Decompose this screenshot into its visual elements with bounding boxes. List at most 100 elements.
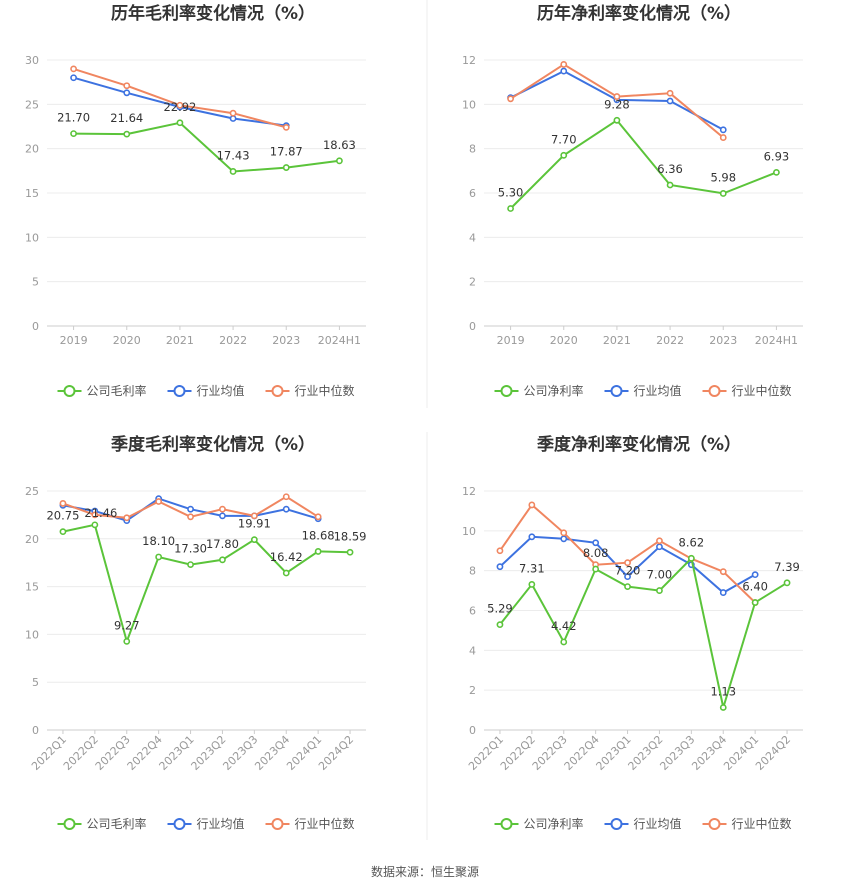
x-tick-label: 2020 bbox=[550, 334, 578, 347]
y-tick-label: 12 bbox=[462, 54, 476, 67]
y-tick-label: 4 bbox=[469, 231, 476, 244]
data-point bbox=[560, 67, 568, 75]
legend-marker bbox=[271, 385, 284, 397]
data-point bbox=[528, 501, 536, 509]
data-label: 8.08 bbox=[583, 546, 609, 560]
x-tick-label: 2022 bbox=[219, 334, 247, 347]
data-point bbox=[560, 151, 568, 159]
y-tick-label: 5 bbox=[32, 676, 39, 689]
data-label: 17.87 bbox=[270, 145, 303, 159]
data-point bbox=[91, 521, 99, 529]
data-point bbox=[91, 511, 99, 519]
y-tick-label: 8 bbox=[469, 143, 476, 156]
data-point bbox=[613, 93, 621, 100]
data-label: 21.70 bbox=[57, 111, 90, 125]
data-point bbox=[528, 581, 536, 588]
data-point bbox=[123, 89, 131, 97]
chart-title: 历年净利率变化情况（%） bbox=[537, 3, 741, 24]
data-label: 18.10 bbox=[142, 534, 175, 548]
data-point bbox=[656, 543, 663, 551]
chart-title: 历年毛利率变化情况（%） bbox=[111, 3, 315, 24]
data-point bbox=[783, 579, 791, 587]
data-label: 6.93 bbox=[764, 149, 790, 163]
data-label: 1.13 bbox=[710, 684, 736, 698]
data-point bbox=[560, 535, 568, 543]
x-tick-label: 2024H1 bbox=[755, 334, 798, 347]
legend-label: 行业中位数 bbox=[295, 383, 355, 398]
y-tick-label: 2 bbox=[469, 276, 476, 289]
data-label: 7.70 bbox=[551, 132, 577, 146]
y-tick-label: 10 bbox=[462, 525, 476, 538]
data-label: 6.40 bbox=[742, 580, 768, 594]
legend-marker bbox=[610, 385, 623, 397]
data-label: 18.59 bbox=[334, 529, 367, 543]
legend-marker bbox=[500, 385, 513, 397]
legend-marker bbox=[708, 818, 721, 830]
chart-title: 季度净利率变化情况（%） bbox=[537, 434, 741, 455]
data-point bbox=[656, 537, 663, 545]
data-point bbox=[719, 126, 727, 134]
data-label: 16.42 bbox=[270, 550, 303, 564]
y-tick-label: 4 bbox=[469, 644, 476, 657]
legend-marker bbox=[271, 818, 284, 830]
y-tick-label: 15 bbox=[25, 187, 39, 200]
y-tick-label: 5 bbox=[32, 276, 39, 289]
y-tick-label: 10 bbox=[462, 98, 476, 111]
data-point bbox=[250, 536, 258, 544]
y-tick-label: 6 bbox=[469, 187, 476, 200]
data-point bbox=[751, 571, 759, 579]
data-point bbox=[560, 61, 568, 68]
y-tick-label: 20 bbox=[25, 533, 39, 546]
x-tick-label: 2024H1 bbox=[318, 334, 361, 347]
data-point bbox=[219, 512, 226, 520]
legend-label: 行业均值 bbox=[197, 383, 245, 398]
data-point bbox=[219, 556, 226, 564]
y-tick-label: 10 bbox=[25, 231, 39, 244]
data-label: 9.27 bbox=[114, 618, 140, 632]
x-tick-label: 2022 bbox=[656, 334, 684, 347]
x-tick-label: 2021 bbox=[166, 334, 194, 347]
data-point bbox=[123, 82, 131, 90]
annual-gross-margin-chart: 历年毛利率变化情况（%） 0 5 10 15 20 25 30 2019 2020 2021 2022… bbox=[25, 3, 366, 398]
data-point bbox=[314, 548, 322, 555]
data-label: 17.43 bbox=[217, 148, 250, 162]
data-point bbox=[560, 529, 568, 537]
legend-label: 行业中位数 bbox=[295, 816, 355, 831]
data-label: 5.98 bbox=[710, 170, 736, 184]
y-tick-label: 10 bbox=[25, 628, 39, 641]
x-tick-label: 2019 bbox=[60, 334, 88, 347]
quarterly-net-margin-chart: 季度净利率变化情况（%）0246810122022Q12022Q22022Q32… bbox=[462, 434, 803, 831]
legend-marker bbox=[173, 818, 186, 830]
data-point bbox=[666, 181, 674, 189]
data-label: 21.64 bbox=[110, 111, 143, 125]
legend-label: 公司净利率 bbox=[524, 383, 584, 398]
data-point bbox=[70, 74, 77, 82]
data-point bbox=[666, 97, 674, 105]
data-point bbox=[773, 168, 780, 176]
data-point bbox=[155, 498, 163, 505]
data-label: 7.00 bbox=[647, 568, 673, 582]
data-label: 19.91 bbox=[238, 517, 271, 531]
data-label: 7.39 bbox=[774, 560, 800, 574]
data-point bbox=[282, 493, 290, 501]
x-tick-label: 2023 bbox=[272, 334, 300, 347]
data-point bbox=[314, 513, 322, 521]
legend-label: 行业均值 bbox=[634, 816, 682, 831]
y-tick-label: 25 bbox=[25, 485, 39, 498]
data-point bbox=[229, 168, 237, 175]
data-label: 9.28 bbox=[604, 97, 630, 111]
data-point bbox=[70, 65, 77, 73]
y-tick-label: 2 bbox=[469, 684, 476, 697]
data-label: 7.31 bbox=[519, 561, 545, 575]
data-point bbox=[624, 583, 631, 590]
y-tick-label: 15 bbox=[25, 581, 39, 594]
y-tick-label: 0 bbox=[32, 320, 39, 333]
data-label: 5.30 bbox=[498, 186, 524, 200]
data-point bbox=[624, 559, 631, 567]
data-point bbox=[507, 205, 514, 212]
annual-net-margin-chart: 历年净利率变化情况（%） 0 2 4 6 8 10 12 2019 2020 2021 2022 202… bbox=[462, 3, 803, 398]
y-tick-label: 8 bbox=[469, 565, 476, 578]
data-point bbox=[229, 109, 237, 117]
data-point bbox=[507, 95, 514, 103]
data-label: 17.80 bbox=[206, 537, 239, 551]
